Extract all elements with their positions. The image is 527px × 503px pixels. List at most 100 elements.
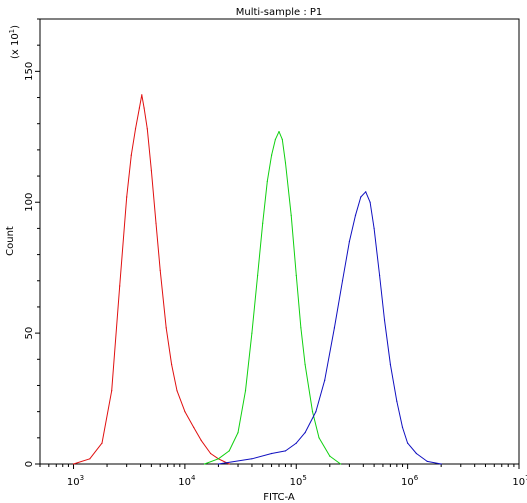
- series-0: [72, 94, 230, 465]
- series-group: [72, 94, 442, 465]
- series-2-point: [315, 411, 317, 413]
- y-tick-label: 0: [24, 461, 35, 467]
- series-0-point: [228, 463, 230, 465]
- series-1-point: [274, 138, 276, 140]
- series-2-point: [373, 227, 375, 229]
- series-2-point: [389, 363, 391, 366]
- y-multiplier-label: (x 101): [8, 25, 21, 59]
- series-1-point: [237, 432, 239, 434]
- series-0-point: [143, 107, 145, 109]
- chart-title: Multi-sample : P1: [236, 7, 323, 18]
- series-1-point: [281, 138, 283, 140]
- x-tick-label: 106: [401, 474, 419, 488]
- x-tick-base: 10: [67, 477, 80, 488]
- series-0-point: [176, 390, 178, 392]
- x-tick-label: 105: [290, 474, 307, 488]
- series-1-point: [340, 463, 342, 465]
- series-1: [203, 131, 342, 465]
- x-tick-label: 107: [512, 474, 527, 488]
- series-0-point: [193, 426, 195, 428]
- series-2-point: [271, 452, 273, 455]
- series-1-point: [278, 131, 280, 133]
- x-tick-label: 103: [67, 474, 84, 488]
- series-0-point: [171, 363, 173, 366]
- series-0-point: [165, 327, 167, 329]
- plot-frame: [39, 18, 520, 465]
- series-2-point: [407, 442, 409, 444]
- series-0-point: [184, 411, 186, 413]
- series-1-point: [290, 214, 292, 216]
- series-2-point: [440, 463, 442, 465]
- series-2-point: [354, 214, 357, 216]
- series-0-point: [210, 452, 212, 455]
- series-2-point: [360, 196, 362, 198]
- x-tick-base: 10: [401, 477, 414, 488]
- series-2-point: [401, 426, 404, 428]
- y-tick-label: 100: [24, 193, 35, 212]
- series-0-point: [200, 439, 202, 441]
- y-tick-label: 50: [24, 327, 35, 340]
- x-tick-exponent: 3: [80, 474, 84, 482]
- series-1-point: [228, 450, 230, 452]
- series-0-point: [159, 269, 161, 271]
- x-tick-label: 104: [178, 474, 196, 488]
- series-2-point: [341, 280, 344, 282]
- series-0-point: [101, 442, 103, 444]
- series-1-point: [304, 363, 306, 366]
- y-axis-label: Count: [5, 226, 16, 256]
- series-2-point: [365, 191, 367, 193]
- series-2-point: [251, 458, 253, 460]
- series-0-point: [89, 458, 91, 460]
- series-1-point: [284, 162, 287, 164]
- axis-ticks: 050100150103104105106107: [24, 18, 527, 488]
- x-tick-base: 10: [512, 477, 525, 488]
- series-0-point: [138, 107, 140, 109]
- series-line-0: [73, 94, 230, 465]
- series-2-point: [396, 400, 398, 402]
- series-1-point: [271, 154, 273, 156]
- series-1-point: [251, 332, 253, 334]
- series-1-point: [217, 458, 219, 460]
- series-0-point: [155, 222, 157, 224]
- series-0-point: [126, 196, 128, 198]
- series-2-point: [217, 463, 219, 465]
- series-1-point: [203, 463, 206, 465]
- series-0-point: [150, 170, 152, 172]
- series-2-point: [369, 201, 371, 203]
- series-2-point: [383, 319, 386, 321]
- series-0-point: [146, 128, 148, 130]
- series-0-point: [119, 285, 121, 287]
- series-1-point: [295, 274, 297, 277]
- series-0-point: [130, 154, 132, 156]
- series-2-point: [415, 452, 417, 455]
- series-1-point: [300, 327, 302, 329]
- series-2-point: [333, 327, 335, 329]
- x-tick-exponent: 4: [191, 474, 196, 482]
- y-multiplier-exponent: 1: [8, 29, 16, 33]
- series-2: [217, 191, 442, 465]
- series-0-point: [141, 94, 143, 96]
- x-tick-base: 10: [178, 477, 191, 488]
- series-line-1: [204, 131, 341, 465]
- series-0-point: [111, 390, 113, 392]
- x-tick-base: 10: [290, 477, 303, 488]
- series-1-point: [244, 390, 247, 392]
- series-0-point: [134, 128, 137, 130]
- series-2-point: [348, 240, 350, 243]
- series-2-point: [324, 379, 326, 381]
- y-multiplier-close: ): [10, 25, 21, 29]
- series-2-point: [426, 460, 428, 462]
- y-tick-label: 150: [24, 62, 35, 81]
- series-2-point: [379, 274, 381, 277]
- series-2-point: [304, 432, 306, 434]
- series-1-point: [262, 222, 264, 224]
- x-tick-exponent: 6: [414, 474, 419, 482]
- series-1-point: [266, 180, 268, 182]
- x-tick-exponent: 5: [302, 474, 306, 482]
- x-tick-exponent: 7: [525, 474, 527, 482]
- series-1-point: [311, 411, 314, 413]
- series-2-point: [295, 442, 297, 444]
- series-0-point: [72, 463, 75, 465]
- series-2-point: [284, 450, 287, 452]
